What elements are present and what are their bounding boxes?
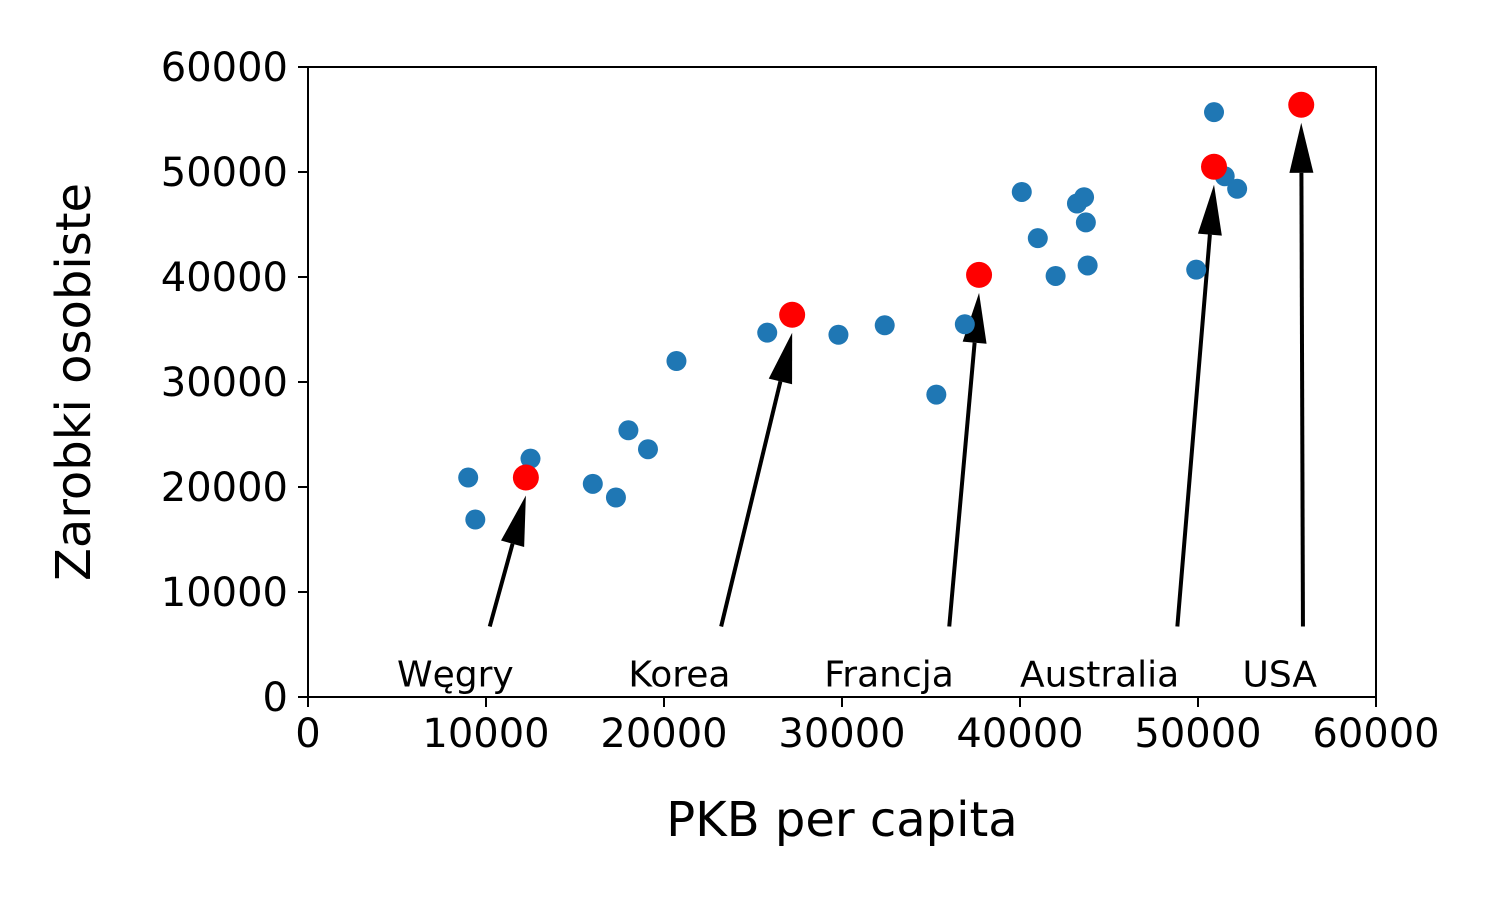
annotation-label: USA [1243,655,1318,696]
data-point [954,314,975,335]
data-point [1075,212,1096,233]
y-tick-label: 10000 [161,570,288,616]
data-point [1027,228,1048,249]
data-point [1077,255,1098,276]
x-tick-label: 50000 [1134,711,1261,757]
data-point [618,420,639,441]
annotation-arrow-head [768,332,793,385]
y-tick-label: 20000 [161,465,288,511]
data-point [1186,259,1207,280]
data-point [828,324,849,345]
y-tick-label: 0 [263,675,288,721]
annotation-arrow-head [1289,122,1314,173]
data-point [757,322,778,343]
y-tick-label: 60000 [161,45,288,91]
y-tick-label: 30000 [161,360,288,406]
annotation-arrow-shaft [1175,234,1212,627]
data-point [1074,187,1095,208]
data-point [666,351,687,371]
annotation-arrow-head [1197,184,1222,236]
highlighted-point [512,464,539,491]
data-points [458,91,1315,530]
data-point [458,467,479,488]
annotation-arrow-shaft [1299,172,1305,627]
data-point [926,384,947,405]
highlighted-point [1288,91,1315,118]
y-axis-ticks: 0 10000 20000 30000 40000 50000 60000 [161,45,308,721]
annotation-label: Australia [1020,655,1179,696]
data-point [1227,178,1248,199]
highlighted-point [779,301,806,328]
annotation-label: Węgry [397,655,514,696]
x-axis-ticks: 0 10000 20000 30000 40000 50000 60000 [295,697,1440,757]
data-point [582,473,603,494]
annotation-arrow-shaft [487,543,515,628]
annotation-arrow-shaft [947,342,977,627]
x-tick-label: 30000 [778,711,905,757]
data-point [605,487,626,508]
y-tick-label: 40000 [161,255,288,301]
highlighted-point [1201,153,1228,180]
x-tick-label: 40000 [956,711,1083,757]
x-axis-label: PKB per capita [666,792,1017,848]
data-point [637,439,658,460]
data-point [1045,265,1066,286]
annotations: Węgry Korea Francja Australia USA [397,122,1318,696]
x-tick-label: 10000 [422,711,549,757]
data-point [1011,181,1032,202]
data-point [520,448,541,469]
data-point [874,315,895,336]
data-point [465,509,486,530]
x-tick-label: 20000 [600,711,727,757]
y-tick-label: 50000 [161,150,288,196]
x-tick-label: 0 [295,711,320,757]
data-point [1204,102,1225,123]
x-tick-label: 60000 [1312,711,1439,757]
highlighted-point [966,261,993,288]
annotation-label: Korea [628,655,730,696]
annotation-arrow-head [501,495,526,547]
annotation-label: Francja [824,655,954,696]
annotation-arrow-shaft [719,380,783,627]
y-axis-label: Zarobki osobiste [46,183,102,581]
